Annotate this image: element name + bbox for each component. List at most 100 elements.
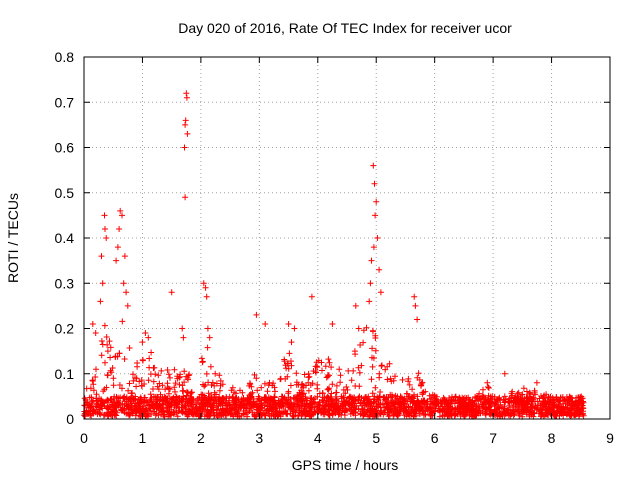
data-point <box>324 393 331 400</box>
data-point <box>298 393 305 400</box>
data-point <box>90 387 97 394</box>
data-point <box>491 393 498 400</box>
data-point <box>300 390 307 397</box>
data-point <box>358 362 365 369</box>
data-point <box>228 387 235 394</box>
data-point <box>356 383 363 390</box>
data-point <box>182 194 189 201</box>
data-point <box>299 401 306 407</box>
data-point <box>113 257 120 264</box>
data-point <box>240 397 247 404</box>
data-point <box>179 382 186 389</box>
data-point <box>432 405 439 412</box>
data-point <box>99 280 106 287</box>
data-point <box>415 370 422 377</box>
data-point <box>420 399 427 406</box>
data-point <box>351 394 358 401</box>
data-point <box>166 395 173 402</box>
data-point <box>165 390 172 397</box>
data-point <box>372 335 379 341</box>
data-point <box>188 389 195 396</box>
data-point <box>482 399 489 406</box>
data-point <box>495 395 502 402</box>
data-point <box>159 382 166 389</box>
data-point <box>312 369 319 376</box>
data-point <box>165 371 172 378</box>
data-point <box>494 405 501 412</box>
data-point <box>294 391 301 398</box>
data-point <box>237 401 244 408</box>
data-point <box>373 198 380 205</box>
data-point <box>578 393 585 400</box>
data-point <box>147 405 154 412</box>
data-point <box>325 401 332 407</box>
data-point <box>319 367 325 374</box>
data-point <box>281 356 288 363</box>
data-point <box>336 366 343 373</box>
x-tick-label: 1 <box>139 430 147 446</box>
data-point <box>148 411 155 417</box>
data-point <box>460 398 467 405</box>
x-axis-label: GPS time / hours <box>292 457 399 473</box>
data-point <box>298 402 305 409</box>
data-point <box>104 410 111 417</box>
x-tick-label: 8 <box>548 430 556 446</box>
data-point <box>467 399 474 406</box>
data-point <box>494 411 501 418</box>
data-point <box>179 404 186 411</box>
data-point <box>515 389 522 396</box>
data-point <box>437 400 444 407</box>
data-point <box>322 363 329 370</box>
data-point <box>422 388 429 395</box>
data-point <box>288 339 295 346</box>
data-point <box>205 379 212 386</box>
data-point <box>414 316 421 323</box>
data-point <box>515 401 522 408</box>
data-point <box>547 409 553 416</box>
data-point <box>181 379 188 386</box>
data-point <box>324 386 331 393</box>
data-point <box>103 334 110 340</box>
data-point <box>342 390 349 397</box>
data-point <box>390 412 397 419</box>
data-point <box>539 402 546 409</box>
data-point <box>471 407 478 414</box>
data-point <box>350 397 357 404</box>
data-point <box>211 412 218 418</box>
data-point <box>376 266 383 273</box>
data-point <box>496 394 503 401</box>
data-point <box>567 412 574 419</box>
data-point <box>353 402 360 409</box>
data-point <box>367 280 374 287</box>
data-point <box>285 321 292 327</box>
data-point <box>382 366 389 373</box>
data-point <box>300 384 306 391</box>
data-point <box>134 407 141 414</box>
data-point <box>414 393 421 400</box>
data-point <box>121 356 128 362</box>
data-point <box>352 302 359 309</box>
data-point <box>198 397 205 404</box>
y-tick-label: 0.4 <box>55 230 75 246</box>
data-point <box>468 406 475 413</box>
data-point <box>123 289 130 296</box>
data-point <box>323 397 330 404</box>
data-point <box>264 388 271 395</box>
data-point <box>146 407 153 414</box>
data-point <box>394 411 401 418</box>
data-point <box>405 410 412 417</box>
data-point <box>247 393 254 400</box>
data-point <box>98 352 105 359</box>
data-point <box>89 321 96 327</box>
data-point <box>108 369 115 376</box>
data-point <box>246 398 253 405</box>
data-point <box>134 360 141 366</box>
data-point <box>479 401 486 407</box>
data-point <box>516 408 522 414</box>
data-point <box>269 382 276 389</box>
data-point <box>281 394 288 401</box>
data-point <box>278 393 285 400</box>
data-point <box>333 382 340 389</box>
data-point <box>155 402 162 409</box>
data-point <box>319 402 326 409</box>
